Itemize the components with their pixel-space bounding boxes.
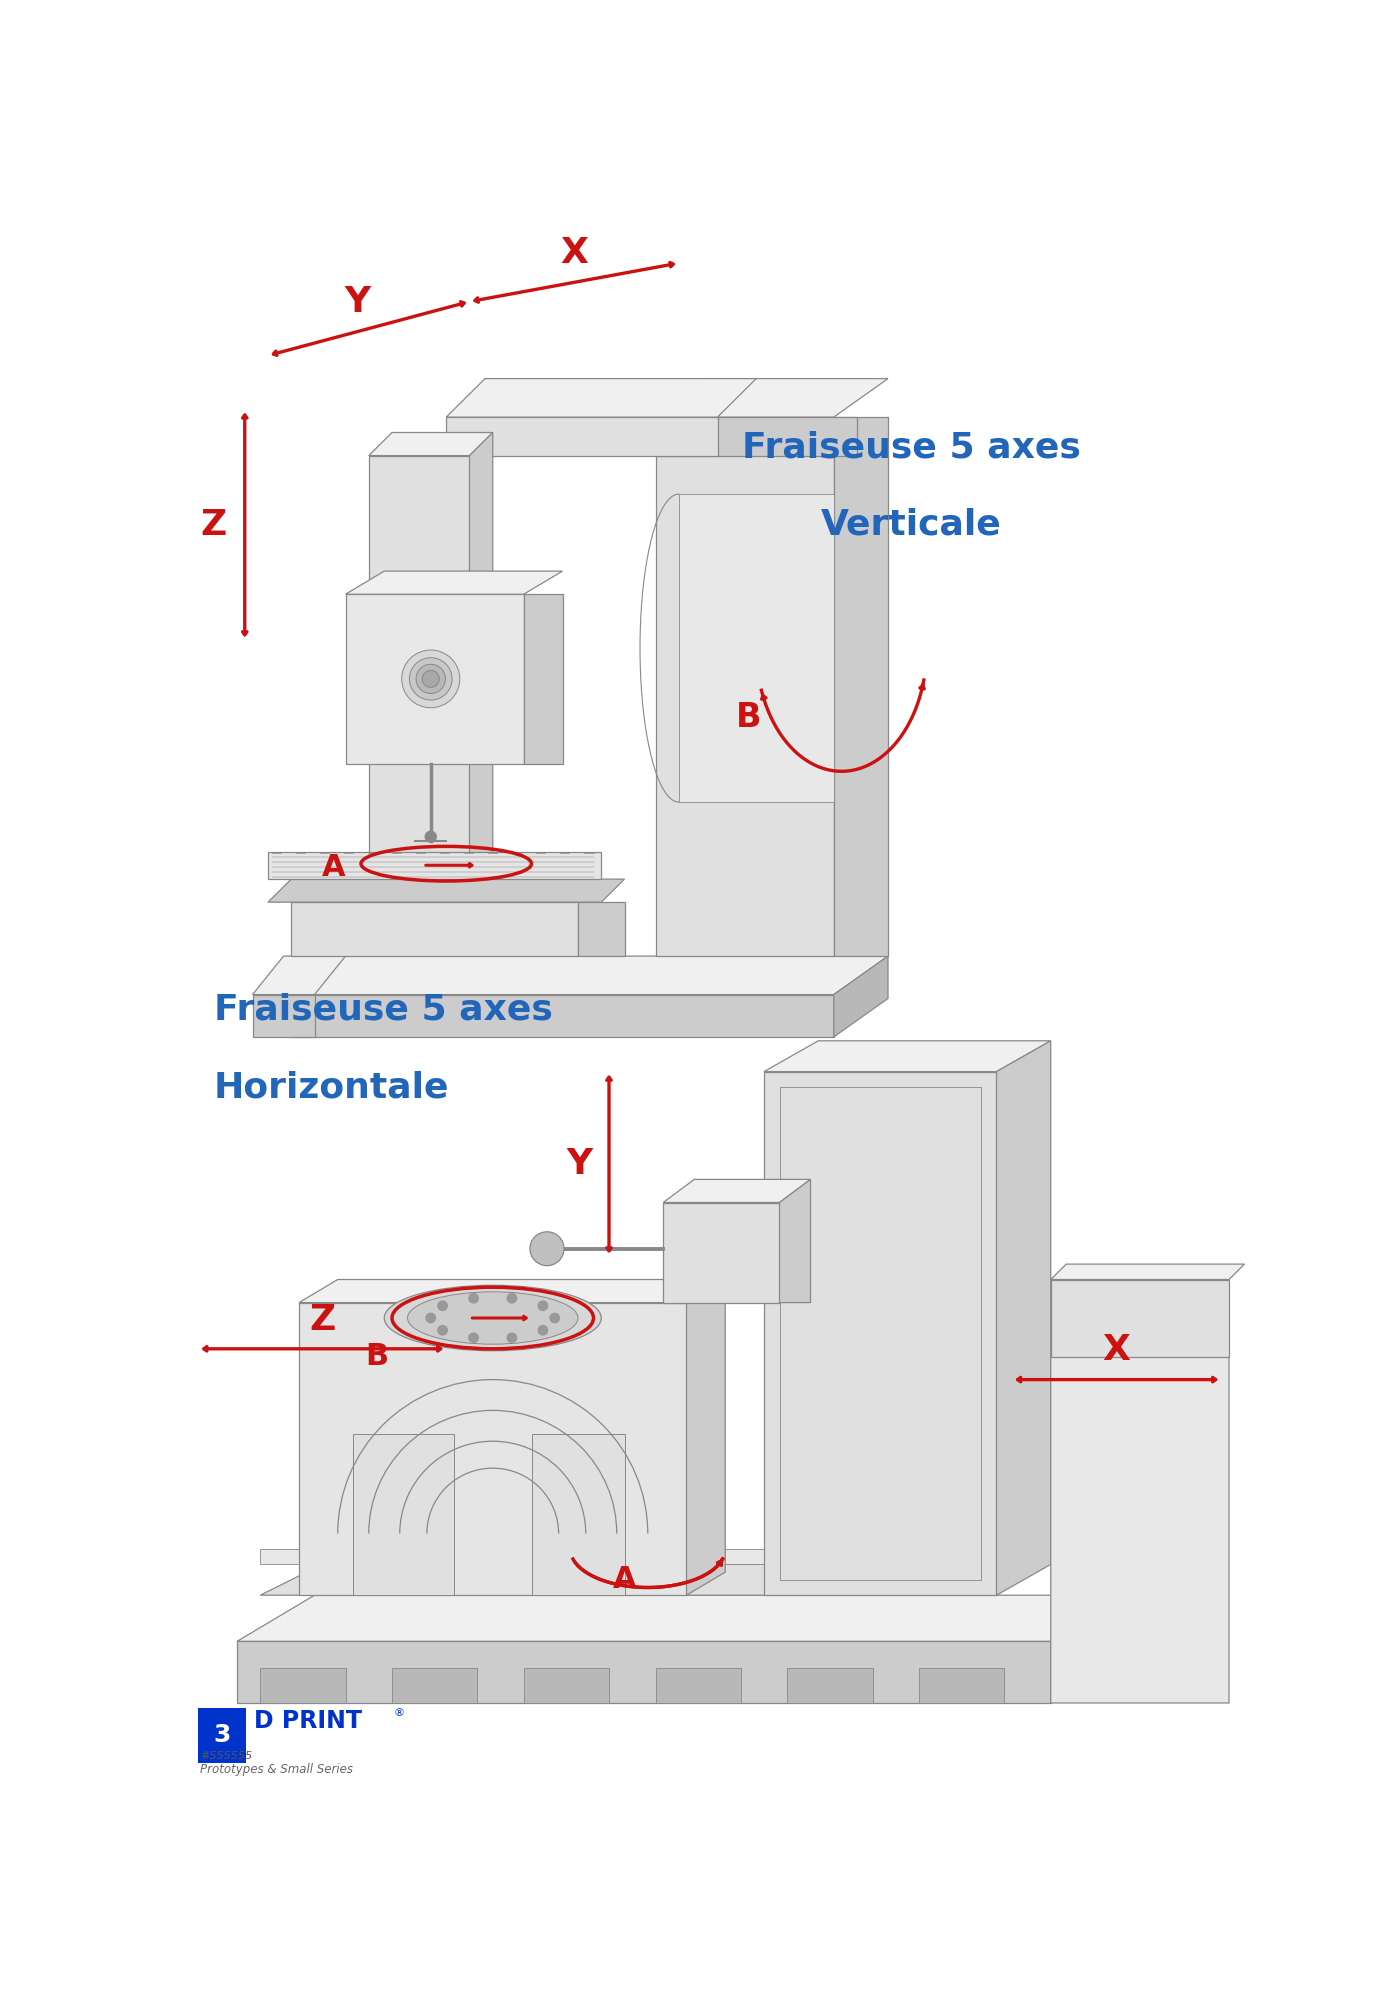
- Text: 3: 3: [214, 1724, 231, 1748]
- Polygon shape: [291, 902, 578, 956]
- Text: Verticale: Verticale: [820, 508, 1001, 542]
- Polygon shape: [664, 1202, 780, 1302]
- Circle shape: [437, 1300, 448, 1312]
- Polygon shape: [578, 902, 624, 956]
- Polygon shape: [918, 1668, 1004, 1704]
- Text: Fraiseuse 5 axes: Fraiseuse 5 axes: [214, 992, 553, 1028]
- Circle shape: [424, 830, 437, 842]
- Text: X: X: [560, 236, 588, 270]
- Polygon shape: [524, 594, 563, 764]
- Text: D PRINT: D PRINT: [253, 1708, 363, 1732]
- Circle shape: [531, 1232, 564, 1266]
- Circle shape: [507, 1332, 518, 1344]
- Polygon shape: [252, 994, 315, 1036]
- Polygon shape: [300, 1302, 686, 1596]
- Polygon shape: [686, 1280, 725, 1596]
- Ellipse shape: [407, 1292, 578, 1344]
- Polygon shape: [237, 1596, 1128, 1642]
- Polygon shape: [346, 594, 524, 764]
- Polygon shape: [1051, 1280, 1229, 1704]
- Polygon shape: [368, 432, 493, 456]
- Polygon shape: [291, 994, 834, 1036]
- Polygon shape: [764, 1072, 997, 1596]
- Text: ®: ®: [393, 1708, 405, 1718]
- Polygon shape: [997, 1040, 1051, 1596]
- Ellipse shape: [384, 1286, 601, 1350]
- Polygon shape: [346, 572, 563, 594]
- Polygon shape: [252, 956, 346, 994]
- Text: X: X: [1103, 1334, 1131, 1368]
- Polygon shape: [353, 1434, 454, 1596]
- Text: Fraiseuse 5 axes: Fraiseuse 5 axes: [742, 430, 1081, 464]
- Polygon shape: [1051, 1264, 1245, 1280]
- Text: Y: Y: [567, 1148, 592, 1180]
- Circle shape: [468, 1332, 479, 1344]
- Text: Y: Y: [344, 284, 370, 318]
- Text: B: B: [365, 1342, 388, 1372]
- Circle shape: [549, 1312, 560, 1324]
- Circle shape: [538, 1324, 549, 1336]
- Ellipse shape: [409, 658, 452, 700]
- Polygon shape: [368, 456, 469, 880]
- Circle shape: [507, 1292, 518, 1304]
- Polygon shape: [291, 956, 888, 994]
- Polygon shape: [834, 956, 888, 1036]
- Polygon shape: [655, 418, 834, 956]
- Polygon shape: [260, 1564, 1035, 1596]
- Polygon shape: [655, 1668, 741, 1704]
- Polygon shape: [524, 1668, 609, 1704]
- Polygon shape: [764, 1040, 1051, 1072]
- Text: B: B: [736, 700, 762, 734]
- Polygon shape: [679, 494, 834, 802]
- Polygon shape: [392, 1668, 477, 1704]
- Polygon shape: [469, 432, 493, 880]
- Polygon shape: [267, 880, 624, 902]
- Polygon shape: [655, 378, 888, 418]
- Text: Z: Z: [309, 1302, 336, 1336]
- Text: Z: Z: [200, 508, 227, 542]
- Polygon shape: [834, 418, 888, 956]
- Polygon shape: [300, 1280, 725, 1302]
- Polygon shape: [532, 1434, 624, 1596]
- Circle shape: [426, 1312, 437, 1324]
- Polygon shape: [1051, 1280, 1229, 1356]
- Circle shape: [538, 1300, 549, 1312]
- Polygon shape: [447, 378, 756, 418]
- Polygon shape: [260, 1548, 973, 1564]
- Polygon shape: [267, 852, 601, 880]
- Text: Prototypes & Small Series: Prototypes & Small Series: [200, 1764, 353, 1776]
- Polygon shape: [780, 1180, 811, 1302]
- Ellipse shape: [402, 650, 459, 708]
- FancyBboxPatch shape: [199, 1708, 246, 1764]
- Polygon shape: [787, 1668, 872, 1704]
- Text: #555555: #555555: [200, 1750, 252, 1760]
- Ellipse shape: [416, 664, 445, 694]
- Text: A: A: [322, 854, 346, 882]
- Polygon shape: [1051, 1596, 1128, 1704]
- Circle shape: [437, 1324, 448, 1336]
- Circle shape: [468, 1292, 479, 1304]
- Polygon shape: [237, 1642, 1051, 1704]
- Polygon shape: [447, 418, 717, 456]
- Text: Horizontale: Horizontale: [214, 1070, 449, 1104]
- Polygon shape: [260, 1668, 346, 1704]
- Polygon shape: [664, 1180, 811, 1202]
- Ellipse shape: [423, 670, 440, 688]
- Text: A: A: [613, 1566, 637, 1594]
- Polygon shape: [655, 418, 857, 456]
